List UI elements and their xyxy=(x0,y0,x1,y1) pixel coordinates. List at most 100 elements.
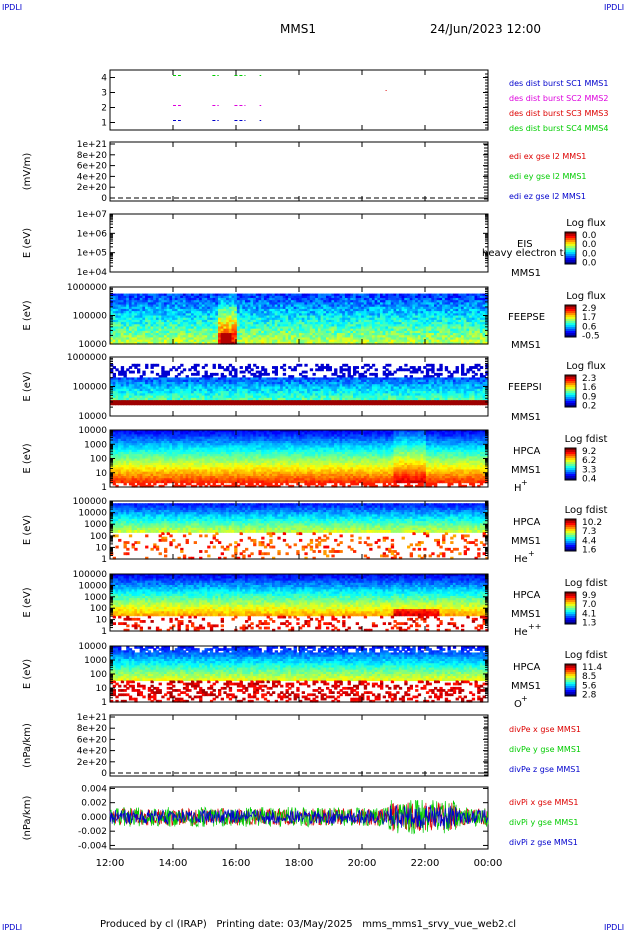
spec-cell xyxy=(293,317,297,321)
spec-cell xyxy=(269,324,273,328)
spec-cell xyxy=(293,333,297,336)
spec-cell xyxy=(253,333,257,336)
spec-cell xyxy=(255,337,260,341)
spec-cell xyxy=(326,341,330,345)
spec-cell xyxy=(185,330,189,334)
spec-cell xyxy=(420,324,424,328)
spec-cell xyxy=(334,313,338,317)
spec-cell xyxy=(185,391,189,394)
spec-cell xyxy=(299,384,303,388)
spec-cell xyxy=(342,337,346,341)
spec-cell xyxy=(393,341,397,345)
spec-cell xyxy=(263,397,268,401)
spec-cell xyxy=(223,341,227,345)
spec-cell xyxy=(280,326,284,330)
spec-cell xyxy=(145,326,149,330)
spec-cell xyxy=(220,293,224,297)
spec-cell xyxy=(461,330,465,334)
spec-cell xyxy=(182,328,187,332)
spec-cell xyxy=(212,366,216,369)
spec-cell xyxy=(223,402,227,406)
spec-cell xyxy=(442,335,446,339)
spec-cell xyxy=(196,363,200,367)
spec-cell xyxy=(385,324,389,328)
spec-cell xyxy=(263,302,268,306)
spec-cell xyxy=(444,293,449,297)
spec-cell xyxy=(293,328,297,332)
spec-cell xyxy=(180,397,184,401)
spec-cell xyxy=(439,328,443,332)
spec-cell xyxy=(342,311,346,314)
spec-cell xyxy=(128,341,133,345)
spec-cell xyxy=(282,402,287,406)
spec-cell xyxy=(255,308,260,312)
spec-cell xyxy=(277,337,281,341)
spec-cell xyxy=(174,388,179,392)
spec-cell xyxy=(201,319,206,323)
spec-cell xyxy=(369,319,373,323)
spec-cell xyxy=(347,302,351,306)
spec-cell xyxy=(347,317,351,321)
spec-cell xyxy=(442,311,446,314)
spec-cell xyxy=(479,308,484,312)
spec-cell xyxy=(390,293,395,297)
spec-cell xyxy=(417,337,422,341)
spec-cell xyxy=(369,393,373,397)
spec-cell xyxy=(398,326,403,330)
spec-cell xyxy=(272,379,276,383)
spec-cell xyxy=(277,335,281,339)
spec-cell xyxy=(320,313,324,317)
spec-cell xyxy=(307,306,311,310)
spec-cell xyxy=(477,326,481,330)
colorbar-cell xyxy=(565,319,576,322)
spec-cell xyxy=(274,319,278,323)
spec-cell xyxy=(177,300,181,303)
spec-cell xyxy=(218,315,222,319)
spec-cell xyxy=(309,397,314,401)
spec-cell xyxy=(204,297,208,301)
spec-cell xyxy=(304,379,308,383)
spec-cell xyxy=(339,315,343,319)
spec-cell xyxy=(307,313,311,317)
spec-cell xyxy=(142,319,146,323)
spec-cell xyxy=(328,328,332,332)
spec-cell xyxy=(199,306,203,310)
spec-cell xyxy=(479,315,484,319)
spec-cell xyxy=(142,317,146,321)
spec-cell xyxy=(274,395,278,399)
spec-cell xyxy=(185,402,189,406)
spec-cell xyxy=(350,395,354,399)
spec-cell xyxy=(209,397,214,401)
spec-cell xyxy=(369,330,373,334)
spec-cell xyxy=(220,326,224,330)
spec-cell xyxy=(247,335,251,339)
spec-cell xyxy=(304,322,308,325)
spec-cell xyxy=(272,315,276,319)
spec-cell xyxy=(280,381,284,385)
spec-cell xyxy=(272,384,276,388)
spec-cell xyxy=(212,335,216,339)
spec-cell xyxy=(269,302,273,306)
spec-cell xyxy=(128,397,133,401)
spec-cell xyxy=(201,386,206,390)
spec-cell xyxy=(169,395,173,399)
spec-cell xyxy=(304,304,308,308)
colorbar-tick-2: 0.0 xyxy=(582,249,597,259)
spec-cell xyxy=(479,317,484,321)
spec-cell xyxy=(193,400,197,403)
spec-cell xyxy=(315,311,319,314)
spec-cell xyxy=(253,377,257,381)
spec-cell xyxy=(263,300,268,303)
spec-cell xyxy=(439,333,443,336)
spec-cell xyxy=(282,388,287,392)
spec-cell xyxy=(204,326,208,330)
spec-cell xyxy=(174,391,179,394)
spec-cell xyxy=(471,326,476,330)
spec-cell xyxy=(255,381,260,385)
spec-cell xyxy=(363,326,368,330)
spec-cell xyxy=(193,333,197,336)
spec-cell xyxy=(353,333,357,336)
spec-cell xyxy=(444,306,449,310)
spec-cell xyxy=(147,324,152,328)
spec-cell xyxy=(112,388,116,392)
